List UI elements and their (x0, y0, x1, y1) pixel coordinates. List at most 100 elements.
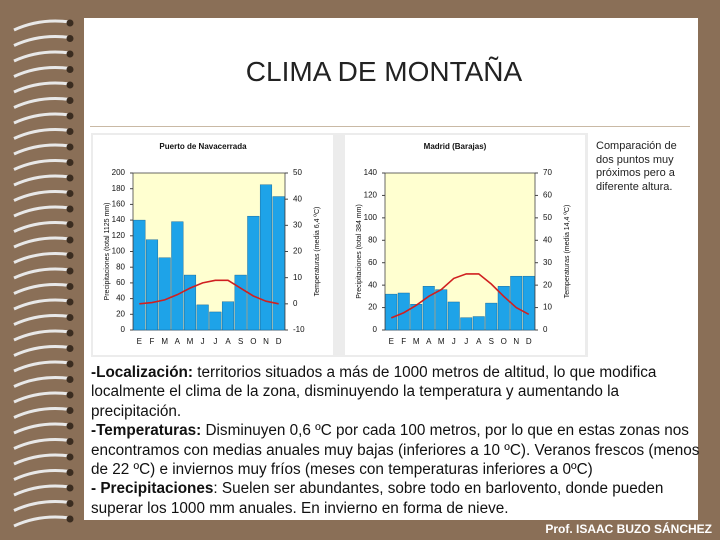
spiral-ring (13, 453, 71, 466)
x-tick-label: E (389, 337, 394, 346)
spiral-ring (13, 267, 71, 280)
paragraph-text: territorios situados a más de 1000 metro… (91, 364, 657, 420)
spiral-ring (13, 314, 71, 326)
x-tick-label: J (464, 337, 468, 346)
spiral-ring (13, 143, 71, 156)
x-tick-label: A (175, 337, 181, 346)
y-tick-label: 0 (373, 325, 378, 334)
paragraph-label: - Precipitaciones (91, 480, 214, 498)
x-tick-label: J (452, 337, 456, 346)
y2-tick-label: 40 (543, 235, 552, 244)
x-tick-label: J (201, 337, 205, 346)
y-tick-label: 60 (116, 278, 125, 287)
x-tick-label: N (513, 337, 519, 346)
spiral-ring (13, 19, 71, 32)
y-tick-label: 120 (364, 191, 378, 200)
precipitation-bar (422, 286, 435, 331)
title-rule (90, 126, 690, 127)
body-text: -Localización: territorios situados a má… (91, 363, 701, 518)
spiral-ring (13, 438, 71, 450)
temperature-line (139, 279, 279, 305)
precipitation-bar (158, 257, 171, 331)
y2-tick-label: 10 (543, 303, 552, 312)
spiral-hole (66, 500, 74, 507)
y-tick-label: 80 (368, 235, 377, 244)
spiral-ring (13, 391, 71, 404)
spiral-hole (66, 283, 74, 290)
spiral-hole (66, 236, 74, 244)
spiral-ring (13, 376, 71, 388)
spiral-hole (66, 143, 74, 151)
y-tick-label: 100 (364, 213, 378, 222)
y-tick-label: 100 (112, 247, 126, 256)
side-note: Comparación de dos puntos muy próximos p… (596, 140, 677, 193)
footer: Prof. ISAAC BUZO SÁNCHEZ (545, 522, 712, 536)
spiral-ring (13, 469, 71, 481)
paragraph-label: -Localización: (91, 364, 193, 381)
spiral-ring (13, 236, 71, 249)
precipitation-bar (247, 215, 260, 331)
spiral-hole (66, 391, 74, 399)
spiral-ring (13, 283, 71, 295)
spiral-hole (66, 345, 74, 352)
spiral-hole (66, 190, 74, 197)
y2-tick-label: 20 (543, 280, 552, 289)
spiral-ring (13, 174, 71, 187)
precipitation-bar (522, 275, 535, 331)
precipitation-bar (259, 184, 273, 331)
y-tick-label: 0 (121, 325, 126, 334)
y2-tick-label: 50 (293, 168, 302, 177)
spiral-hole (66, 469, 74, 476)
y-tick-label: 160 (112, 200, 126, 209)
spiral-ring (13, 515, 71, 528)
y-tick-label: 40 (368, 280, 377, 289)
y2-tick-label: 40 (293, 194, 302, 203)
y-tick-label: 200 (112, 168, 126, 177)
spiral-hole (66, 174, 74, 182)
spiral-hole (66, 159, 74, 166)
spiral-ring (13, 97, 71, 109)
spiral-hole (66, 252, 74, 259)
x-tick-label: M (187, 337, 194, 346)
x-tick-label: F (401, 337, 406, 346)
precipitation-bar (145, 239, 159, 331)
spiral-ring (13, 112, 71, 125)
x-tick-label: F (150, 337, 155, 346)
x-tick-label: A (476, 337, 482, 346)
x-tick-label: J (213, 337, 217, 346)
spiral-ring (13, 298, 71, 311)
spiral-hole (66, 314, 74, 321)
spiral-hole (66, 81, 74, 89)
precipitation-bar (472, 316, 485, 331)
spiral-hole (66, 438, 74, 445)
x-tick-label: M (161, 337, 168, 346)
x-tick-label: O (501, 337, 507, 346)
slide-title: CLIMA DE MONTAÑA (245, 56, 523, 87)
precipitation-bar (410, 304, 423, 331)
x-tick-label: D (526, 337, 532, 346)
precipitation-bar (435, 289, 448, 331)
precipitation-bar (385, 293, 398, 331)
precipitation-bar (397, 292, 410, 331)
spiral-hole (66, 50, 74, 58)
y-tick-label: 140 (364, 168, 378, 177)
paragraph: - Precipitaciones: Suelen ser abundantes… (91, 479, 701, 518)
y2-axis-label: Temperaturas (media 14,4 ºC) (564, 205, 571, 299)
y2-tick-label: 20 (293, 247, 302, 256)
x-tick-label: A (426, 337, 432, 346)
y-tick-label: 20 (116, 309, 125, 318)
plot-area (132, 172, 286, 331)
y-axis-label: Precipitaciones (total 1125 mm) (104, 203, 111, 301)
spiral-ring (13, 190, 71, 202)
spiral-hole (66, 422, 74, 430)
spiral-hole (66, 112, 74, 120)
spiral-ring (13, 329, 71, 342)
precipitation-bar (209, 311, 222, 331)
y-axis-label: Precipitaciones (total 384 mm) (356, 204, 363, 299)
precipitation-bar (183, 274, 197, 331)
spiral-hole (66, 515, 74, 523)
spiral-ring (13, 66, 71, 78)
spiral-hole (66, 221, 74, 228)
spiral-hole (66, 329, 74, 337)
spiral-hole (66, 267, 74, 275)
